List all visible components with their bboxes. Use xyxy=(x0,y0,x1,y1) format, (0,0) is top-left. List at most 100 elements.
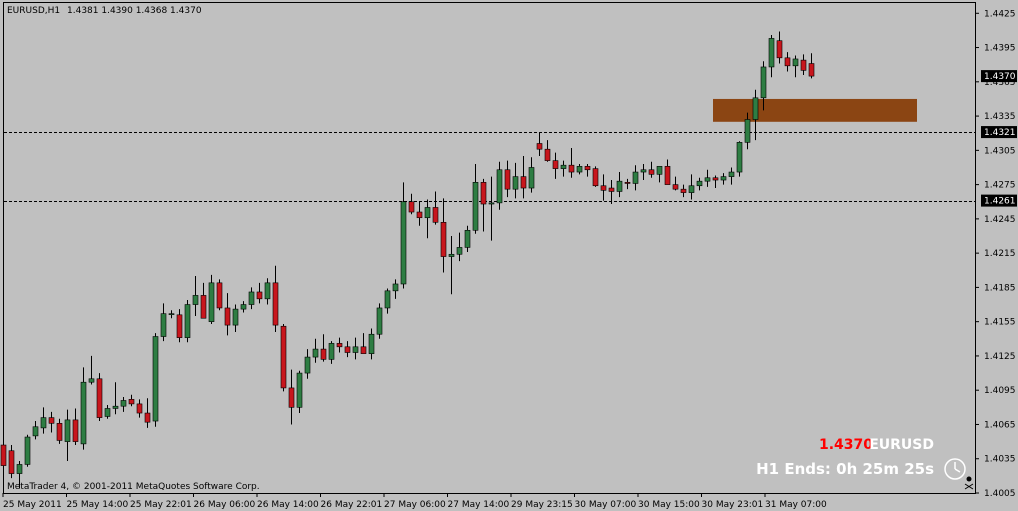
candle-body xyxy=(208,282,215,322)
y-tick-label: 1.4275 xyxy=(984,181,1016,191)
candle-body xyxy=(176,314,183,338)
plot-frame xyxy=(3,2,976,494)
candle-body xyxy=(576,166,583,173)
candle-body xyxy=(48,417,55,424)
candle-body xyxy=(792,58,799,67)
candle-body xyxy=(768,38,775,68)
info-symbol: EURUSD xyxy=(869,437,934,453)
candle-body xyxy=(320,348,327,360)
candle-body xyxy=(720,176,727,181)
candle-body xyxy=(32,426,39,437)
candle-body xyxy=(656,166,663,175)
candle-body xyxy=(472,182,479,231)
candle-body xyxy=(0,444,7,466)
candle-body xyxy=(464,229,471,248)
candle-body xyxy=(672,184,679,190)
candle-body xyxy=(16,464,23,474)
y-tick-label: 1.4185 xyxy=(984,283,1016,293)
candle-body xyxy=(184,304,191,338)
candle-body xyxy=(104,408,111,417)
info-price: 1.4370 xyxy=(819,437,873,453)
candle-body xyxy=(168,313,175,315)
candle-body xyxy=(520,176,527,189)
x-tick-label: 27 May 14:00 xyxy=(448,500,510,510)
y-tick-label: 1.4425 xyxy=(984,9,1016,19)
symbol-label: EURUSD,H1 xyxy=(7,6,60,16)
candle-body xyxy=(328,343,335,360)
candle-body xyxy=(448,253,455,257)
candle-body xyxy=(192,295,199,305)
candle-body xyxy=(664,166,671,185)
candle-body xyxy=(496,169,503,204)
candle-body xyxy=(128,399,135,405)
candle-body xyxy=(680,188,687,193)
x-tick-label: 27 May 06:00 xyxy=(384,500,446,510)
level-price-marker-bg xyxy=(981,126,1017,139)
candle-body xyxy=(40,417,47,429)
candle-body xyxy=(400,201,407,285)
candle-body xyxy=(504,169,511,190)
candle-body xyxy=(584,166,591,171)
candle-body xyxy=(808,63,815,77)
candle-body xyxy=(488,202,495,205)
candle-body xyxy=(96,378,103,418)
x-tick-label: 25 May 22:01 xyxy=(130,500,192,510)
copyright-text: MetaTrader 4, © 2001-2011 MetaQuotes Sof… xyxy=(7,482,260,492)
supply-zone xyxy=(713,98,917,122)
x-tick-label: 30 May 15:00 xyxy=(638,500,700,510)
candle-body xyxy=(344,346,351,353)
x-tick-label: 25 May 2011 xyxy=(3,500,62,510)
candle-body xyxy=(88,378,95,383)
candle-body xyxy=(424,207,431,219)
candle-body xyxy=(256,291,263,300)
candle-body xyxy=(560,164,567,169)
candle-body xyxy=(264,282,271,300)
y-tick-label: 1.4245 xyxy=(984,215,1016,225)
candle-body xyxy=(648,169,655,175)
y-tick-label: 1.4095 xyxy=(984,386,1016,396)
y-tick-label: 1.4035 xyxy=(984,455,1016,465)
candle-body xyxy=(432,207,439,223)
candle-body xyxy=(72,419,79,442)
candle-body xyxy=(608,187,615,192)
candle-body xyxy=(368,333,375,354)
candle-body xyxy=(336,343,343,348)
candle-body xyxy=(616,180,623,192)
candle-body xyxy=(800,59,807,71)
candle-body xyxy=(312,348,319,358)
candle-body xyxy=(376,307,383,335)
x-tick-label: 30 May 07:00 xyxy=(575,500,637,510)
x-tick-label: 25 May 14:00 xyxy=(67,500,129,510)
candle-body xyxy=(64,419,71,442)
candle-body xyxy=(152,336,159,422)
candle-body xyxy=(272,282,279,326)
candle-body xyxy=(640,169,647,173)
current-price-marker-bg xyxy=(981,70,1017,83)
candle-body xyxy=(624,182,631,184)
candle-body xyxy=(216,282,223,309)
candle-body xyxy=(536,143,543,150)
candle-body xyxy=(8,450,15,474)
y-tick-label: 1.4005 xyxy=(984,489,1016,499)
x-tick-label: 29 May 23:15 xyxy=(511,500,573,510)
candle-body xyxy=(480,182,487,205)
candle-body xyxy=(592,168,599,187)
candle-body xyxy=(528,167,535,189)
level-price-marker-bg xyxy=(981,194,1017,207)
candle-body xyxy=(224,307,231,326)
candle-body xyxy=(456,247,463,255)
candle-body xyxy=(360,346,367,354)
candle-body xyxy=(776,40,783,59)
candle-body xyxy=(384,290,391,309)
candle-body xyxy=(232,308,239,326)
y-tick-label: 1.4395 xyxy=(984,44,1016,54)
candle-body xyxy=(704,177,711,182)
candle-body xyxy=(632,171,639,184)
candle-body xyxy=(512,176,519,190)
candle-body xyxy=(688,185,695,193)
level-price-marker: 1.4321 xyxy=(984,128,1016,138)
x-tick-label: 26 May 06:00 xyxy=(194,500,256,510)
candle-body xyxy=(736,142,743,173)
